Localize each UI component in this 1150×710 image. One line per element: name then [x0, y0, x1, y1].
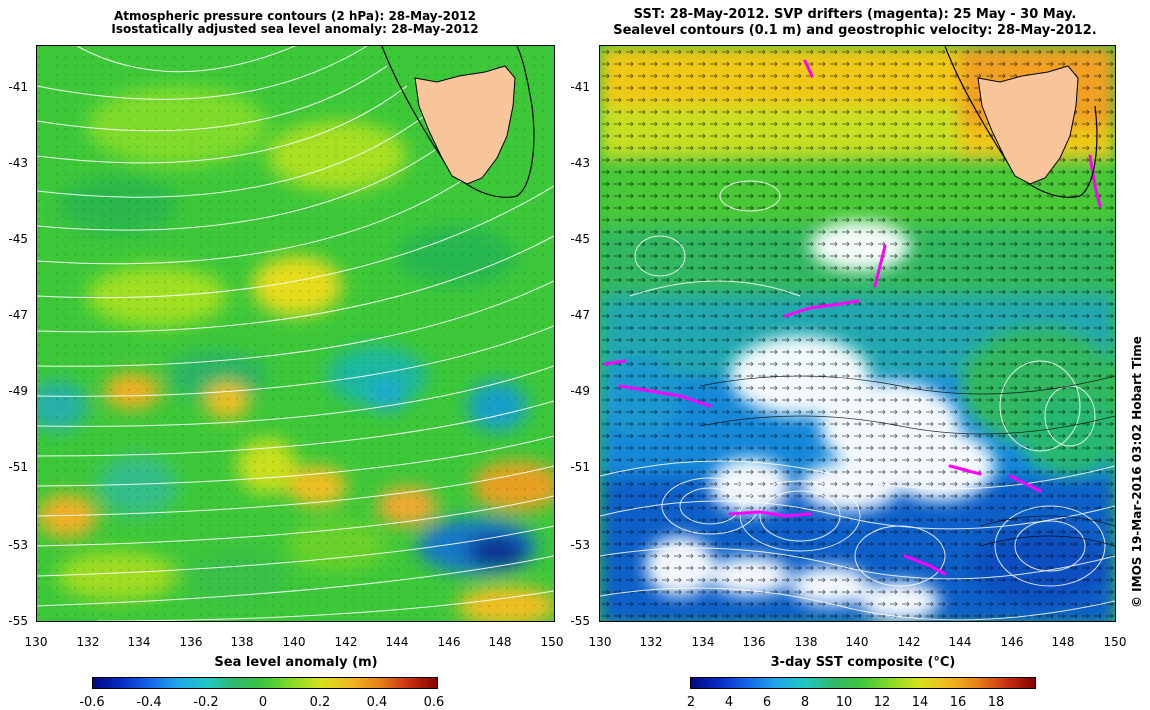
sea-level-anomaly-map [36, 45, 555, 622]
colorbar-tick: 2 [686, 695, 696, 710]
x-tick: 134 [691, 635, 715, 649]
left-title-line2: Isostatically adjusted sea level anomaly… [111, 22, 479, 36]
pressure-contours [37, 46, 554, 621]
svp-drifters [603, 59, 1102, 576]
y-tick: -53 [8, 538, 28, 552]
sea-level-anomaly-field [37, 46, 554, 621]
y-tick: -49 [8, 384, 28, 398]
x-tick: 138 [794, 635, 818, 649]
x-tick: 144 [385, 635, 409, 649]
colorbar-tick: 16 [949, 695, 967, 710]
x-tick: 130 [588, 635, 612, 649]
colorbar-tick: 0 [258, 695, 268, 710]
left-title: Atmospheric pressure contours (2 hPa): 2… [95, 10, 495, 36]
y-tick: -55 [8, 614, 28, 628]
colorbar-tick: 8 [800, 695, 810, 710]
right-title: SST: 28-May-2012. SVP drifters (magenta)… [610, 7, 1100, 39]
y-tick: -45 [570, 232, 590, 246]
x-tick: 130 [24, 635, 48, 649]
x-tick: 136 [742, 635, 766, 649]
imos-watermark: © IMOS 19-Mar-2016 03:02 Hobart Time [1130, 336, 1144, 608]
right-colorbar-label: 3-day SST composite (°C) [770, 655, 956, 670]
left-colorbar-label: Sea level anomaly (m) [214, 655, 378, 670]
right-colorbar [690, 677, 1036, 689]
x-tick: 144 [948, 635, 972, 649]
colorbar-tick: 6 [762, 695, 772, 710]
y-tick: -53 [570, 538, 590, 552]
x-tick: 132 [76, 635, 100, 649]
x-tick: 138 [230, 635, 254, 649]
sealevel-contours [600, 180, 1115, 621]
left-title-line1: Atmospheric pressure contours (2 hPa): 2… [113, 9, 476, 23]
x-tick: 146 [437, 635, 461, 649]
y-tick: -51 [570, 460, 590, 474]
y-tick: -41 [570, 80, 590, 94]
sst-map [599, 45, 1116, 622]
colorbar-tick: 0.4 [366, 695, 388, 710]
left-colorbar [92, 677, 438, 689]
x-tick: 142 [897, 635, 921, 649]
colorbar-tick: 12 [873, 695, 891, 710]
x-tick: 150 [540, 635, 564, 649]
x-tick: 150 [1103, 635, 1127, 649]
colorbar-tick: -0.6 [79, 695, 105, 710]
y-tick: -49 [570, 384, 590, 398]
y-tick: -41 [8, 80, 28, 94]
x-tick: 132 [639, 635, 663, 649]
colorbar-tick: 10 [835, 695, 853, 710]
colorbar-tick: 0.6 [423, 695, 445, 710]
right-title-line1: SST: 28-May-2012. SVP drifters (magenta)… [633, 7, 1077, 22]
tasmania-land [977, 65, 1079, 185]
x-tick: 148 [1051, 635, 1075, 649]
y-tick: -55 [570, 614, 590, 628]
x-tick: 148 [488, 635, 512, 649]
colorbar-tick: 18 [987, 695, 1005, 710]
tasmania-land [414, 65, 516, 185]
x-tick: 142 [334, 635, 358, 649]
x-tick: 136 [179, 635, 203, 649]
colorbar-tick: -0.2 [193, 695, 219, 710]
sst-field [600, 46, 1115, 621]
colorbar-tick: 14 [911, 695, 929, 710]
x-tick: 134 [127, 635, 151, 649]
colorbar-tick: 4 [724, 695, 734, 710]
x-tick: 140 [282, 635, 306, 649]
y-tick: -43 [8, 156, 28, 170]
x-tick: 140 [845, 635, 869, 649]
right-title-line2: Sealevel contours (0.1 m) and geostrophi… [613, 23, 1097, 38]
x-tick: 146 [1000, 635, 1024, 649]
y-tick: -47 [8, 308, 28, 322]
colorbar-tick: 0.2 [309, 695, 331, 710]
colorbar-tick: -0.4 [136, 695, 162, 710]
y-tick: -47 [570, 308, 590, 322]
y-tick: -43 [570, 156, 590, 170]
y-tick: -51 [8, 460, 28, 474]
y-tick: -45 [8, 232, 28, 246]
